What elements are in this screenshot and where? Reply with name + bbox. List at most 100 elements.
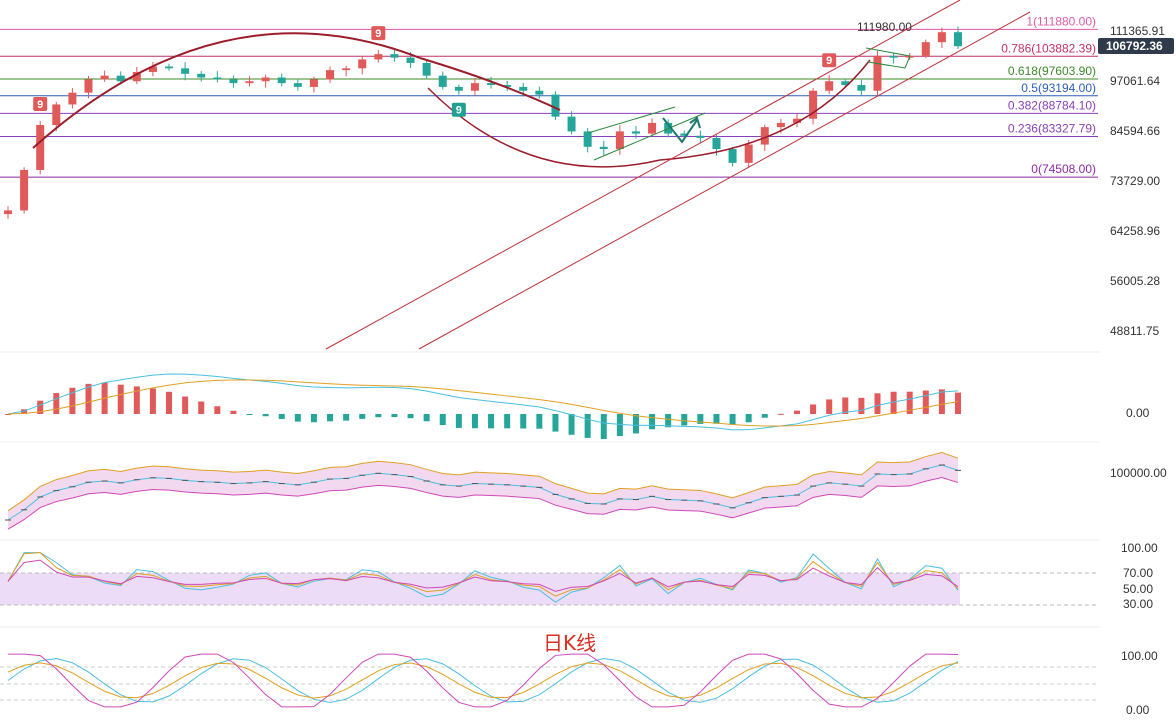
candle-body xyxy=(551,94,560,117)
zigzag-arrow xyxy=(662,117,698,144)
price-tick-label: 48811.75 xyxy=(1110,324,1159,338)
macd-bar xyxy=(375,414,382,418)
td-marker-badge xyxy=(371,26,386,41)
macd-bar xyxy=(890,391,897,414)
price-tick-label: 97061.64 xyxy=(1110,74,1160,88)
candle-body xyxy=(358,59,367,69)
macd-bar xyxy=(938,389,945,414)
macd-bar xyxy=(777,413,784,415)
macd-bar xyxy=(713,414,720,424)
macd-bar xyxy=(681,414,688,426)
rsi-panel xyxy=(0,552,1098,606)
candle-body xyxy=(696,135,705,138)
candle-body xyxy=(374,54,383,60)
candle-body xyxy=(712,137,721,150)
rsi-label-30: 30.00 xyxy=(1123,597,1153,611)
macd-bar xyxy=(117,384,124,414)
macd-bar xyxy=(552,414,559,432)
zigzag-arrow-head xyxy=(689,116,701,129)
candle-body xyxy=(293,83,302,87)
candle-body xyxy=(615,131,624,150)
candle-body xyxy=(36,125,45,170)
candle-body xyxy=(261,77,270,82)
macd-bar xyxy=(922,390,929,414)
macd-bar xyxy=(149,388,156,414)
candle-body xyxy=(100,75,109,80)
candle-body xyxy=(760,127,769,145)
candles xyxy=(4,26,962,219)
macd-bar xyxy=(85,383,92,414)
fib-label-0.618: 0.618(97603.90) xyxy=(1008,64,1096,78)
macd-bar xyxy=(906,391,913,414)
candle-body xyxy=(841,81,850,86)
macd-bar xyxy=(793,410,800,414)
macd-bar xyxy=(310,414,317,423)
candle-body xyxy=(4,210,12,215)
candle-body xyxy=(52,104,61,126)
macd-bar xyxy=(874,393,881,414)
rsi-label-50: 50.00 xyxy=(1123,582,1153,596)
trend-drawings xyxy=(32,0,1031,350)
candle-body xyxy=(567,116,576,132)
chart-caption: 日K线 xyxy=(543,631,596,655)
macd-bar xyxy=(632,414,639,434)
macd-bar xyxy=(520,414,527,429)
td-marker-badge xyxy=(451,102,466,117)
macd-bar xyxy=(133,386,140,414)
candle-body xyxy=(631,131,640,134)
candle-body xyxy=(438,75,447,87)
fib-label-0.382: 0.382(88784.10) xyxy=(1008,98,1096,112)
macd-dif-line xyxy=(7,373,959,431)
price-tick-label: 73729.00 xyxy=(1110,174,1160,188)
fib-label-0.236: 0.236(83327.79) xyxy=(1008,121,1096,135)
kdj-label-100: 100.00 xyxy=(1121,649,1158,663)
candle-body xyxy=(181,68,190,74)
rounding-top-arc-tail xyxy=(419,57,561,111)
macd-bar xyxy=(327,414,334,422)
boll-lower xyxy=(7,477,959,530)
td-marker-text: 9 xyxy=(826,55,832,67)
fib-label-1: 1(111880.00) xyxy=(1026,14,1096,28)
macd-bar xyxy=(69,387,76,414)
bollinger-panel xyxy=(5,451,961,530)
macd-bar xyxy=(262,414,269,417)
macd-bar xyxy=(246,414,253,415)
td-marker-badge xyxy=(33,97,48,112)
macd-bar xyxy=(439,414,446,426)
rsi-label-70: 70.00 xyxy=(1123,566,1153,580)
macd-bar xyxy=(568,414,575,435)
channel-lower-line xyxy=(418,11,1031,350)
td-marker-text: 9 xyxy=(375,28,381,40)
candle-body xyxy=(599,146,608,150)
macd-bar xyxy=(359,414,366,419)
price-axis[interactable]: 111365.91 97061.64 84594.66 73729.00 64258.9… xyxy=(1110,24,1165,338)
macd-bar xyxy=(665,414,672,428)
macd-bar xyxy=(858,397,865,414)
macd-bar xyxy=(488,414,495,429)
macd-bar xyxy=(343,414,350,421)
rsi-line-0 xyxy=(7,552,959,603)
candle-body xyxy=(245,81,254,84)
candle-body xyxy=(583,131,592,147)
macd-bar xyxy=(810,404,817,414)
macd-bar xyxy=(214,406,221,414)
candle-body xyxy=(213,77,222,80)
candle-body xyxy=(229,79,238,84)
flag-upper-line xyxy=(587,106,676,134)
panel-dividers xyxy=(0,351,1100,628)
candle-body xyxy=(857,85,866,91)
candle-body xyxy=(728,149,737,163)
candle-body xyxy=(937,32,946,43)
candle-body xyxy=(197,73,206,78)
candle-body xyxy=(648,122,657,134)
macd-bar xyxy=(455,414,462,428)
kdj-panel xyxy=(0,653,1098,708)
price-tick-label: 111365.91 xyxy=(1110,24,1165,38)
macd-bar xyxy=(230,410,237,414)
rsi-line-2 xyxy=(7,559,959,592)
candle-body xyxy=(873,55,882,91)
macd-bar xyxy=(5,414,11,415)
price-tick-label: 64258.96 xyxy=(1110,224,1160,238)
rounding-bottom-arc xyxy=(427,59,871,168)
kdj-line-0 xyxy=(7,658,959,704)
